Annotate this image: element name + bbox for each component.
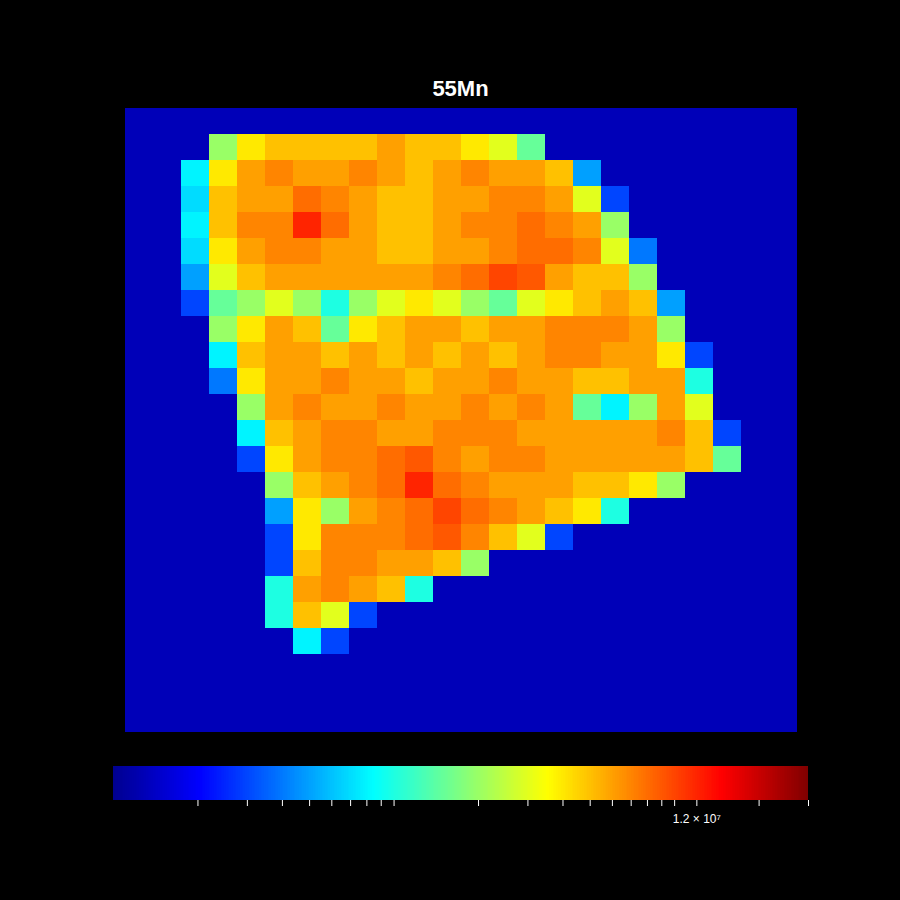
html-text:55Mn: 55Mn: [432, 76, 489, 101]
svg-text:1.2 × 10⁷: 1.2 × 10⁷: [673, 812, 721, 826]
